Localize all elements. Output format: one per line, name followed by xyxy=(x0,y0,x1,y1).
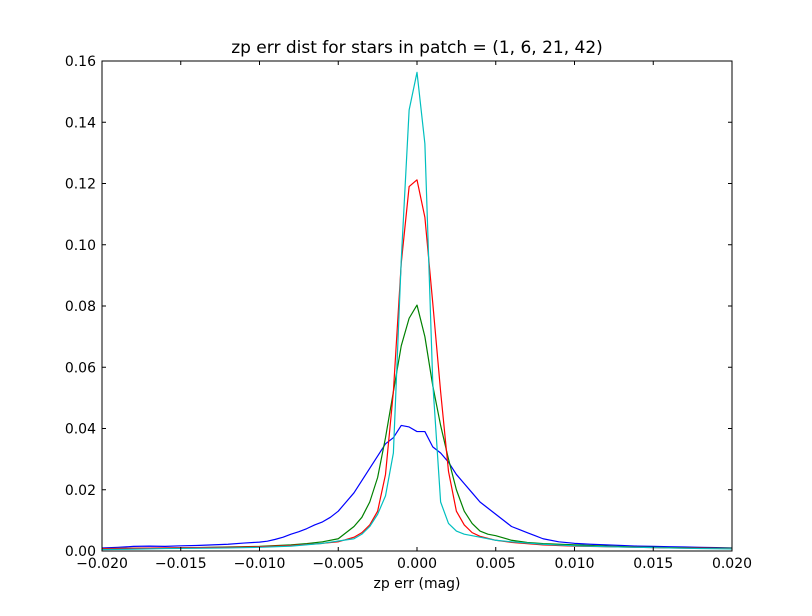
x-axis-label: zp err (mag) xyxy=(373,576,460,592)
x-tick-label: −0.005 xyxy=(312,556,364,572)
y-tick-label: 0.04 xyxy=(65,422,96,438)
y-tick-label: 0.00 xyxy=(65,544,96,560)
series-line-1 xyxy=(101,424,733,549)
x-tick-label: 0.020 xyxy=(712,556,752,572)
y-tick-label: 0.06 xyxy=(65,360,96,376)
x-tick-label: 0.005 xyxy=(476,556,516,572)
y-tick-label: 0.08 xyxy=(65,299,96,315)
y-tick-label: 0.16 xyxy=(65,54,96,70)
y-tick-label: 0.14 xyxy=(65,115,96,131)
y-tick-label: 0.12 xyxy=(65,177,96,193)
x-tick-label: 0.000 xyxy=(397,556,437,572)
x-tick-label: −0.015 xyxy=(155,556,207,572)
y-tick-label: 0.02 xyxy=(65,483,96,499)
series-layer xyxy=(101,71,733,551)
x-tick-label: −0.010 xyxy=(234,556,286,572)
series-line-4 xyxy=(101,71,733,551)
x-tick-label: 0.015 xyxy=(633,556,673,572)
series-line-2 xyxy=(101,304,733,550)
x-tick-label: 0.010 xyxy=(554,556,594,572)
y-tick-label: 0.10 xyxy=(65,238,96,254)
tick-layer: −0.020 −0.015 −0.010 −0.005 0.000 0.005 0.010 0… xyxy=(65,54,752,572)
x-tick-label: −0.020 xyxy=(76,556,128,572)
chart-title: zp err dist for stars in patch = (1, 6, … xyxy=(231,38,603,58)
